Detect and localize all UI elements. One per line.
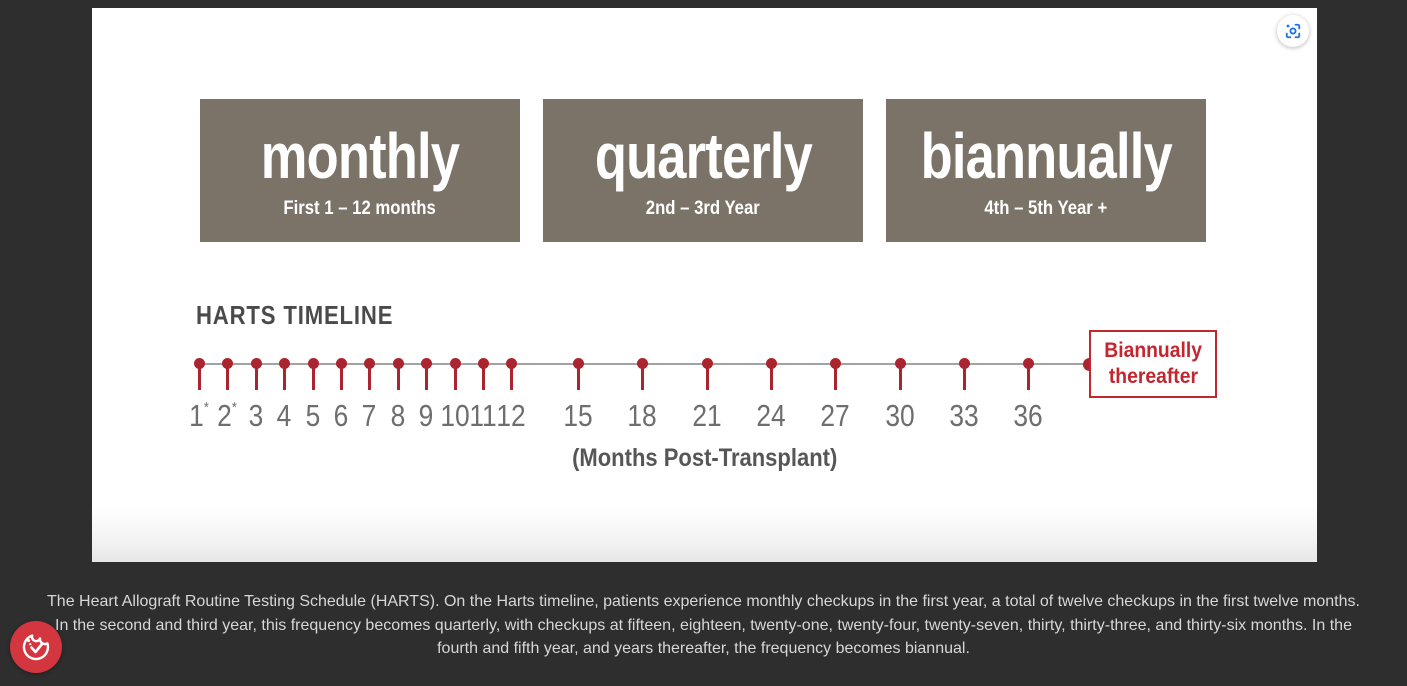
tick-stem — [705, 364, 709, 390]
lens-capture-icon — [1285, 23, 1301, 39]
tick-dot — [250, 358, 262, 369]
tick-label: 24 — [756, 398, 786, 433]
tick-label: 4 — [276, 398, 292, 433]
tick-stem — [198, 364, 201, 390]
period-box-monthly: monthly First 1 – 12 months — [200, 99, 520, 242]
tick-stem — [641, 364, 645, 390]
timeline-heading: HARTS TIMELINE — [196, 300, 394, 330]
tick-dot — [830, 358, 842, 369]
tick-stem — [453, 364, 457, 390]
tick-dot — [573, 358, 584, 369]
tick-stem — [396, 364, 400, 390]
tick-label: 11 — [469, 398, 497, 433]
schedule-period-boxes: monthly First 1 – 12 months quarterly 2n… — [200, 99, 1206, 242]
tick-dot — [958, 358, 970, 369]
tick-dot — [701, 358, 713, 369]
tick-label: 3 — [248, 398, 264, 433]
tick-stem — [425, 364, 429, 390]
period-box-quarterly: quarterly 2nd – 3rd Year — [543, 99, 863, 242]
tick-dot — [364, 358, 376, 369]
tick-label: 5 — [305, 398, 320, 433]
tick-dot — [506, 358, 518, 369]
tick-label: 18 — [627, 398, 657, 433]
tick-stem — [962, 364, 966, 390]
tick-label: 6 — [333, 398, 349, 433]
tick-dot — [336, 358, 347, 369]
tick-stem — [226, 364, 230, 390]
tick-dot — [392, 358, 404, 369]
tick-stem — [577, 364, 580, 390]
period-subtitle: 2nd – 3rd Year — [645, 197, 761, 219]
tick-label: 15 — [563, 398, 593, 433]
tick-dot — [449, 358, 461, 369]
period-title: biannually — [920, 119, 1172, 192]
tick-label: 7 — [362, 398, 377, 433]
cookie-check-icon — [22, 634, 50, 661]
tick-label: 27 — [820, 398, 850, 433]
tick-stem — [1027, 364, 1031, 390]
tick-label: 36 — [1013, 398, 1043, 433]
period-title: quarterly — [594, 119, 812, 192]
tick-label: 9 — [418, 398, 434, 433]
tick-stem — [482, 364, 485, 390]
figure-panel: monthly First 1 – 12 months quarterly 2n… — [92, 8, 1317, 562]
tick-dot — [1023, 358, 1035, 369]
tick-dot — [478, 358, 489, 369]
period-subtitle: First 1 – 12 months — [283, 197, 437, 219]
tick-dot — [279, 358, 291, 369]
tick-label: 8 — [390, 398, 406, 433]
callout-line: Biannually — [1104, 338, 1202, 362]
tick-stem — [340, 364, 343, 390]
tick-label: 1* — [189, 398, 209, 433]
tick-stem — [311, 364, 315, 390]
period-subtitle: 4th – 5th Year + — [984, 197, 1108, 219]
tick-dot — [637, 358, 649, 369]
tick-dot — [894, 358, 906, 369]
tick-label: 30 — [884, 398, 915, 433]
period-title: monthly — [260, 119, 460, 192]
tick-stem — [283, 364, 287, 390]
tick-label: 2* — [217, 398, 238, 433]
tick-stem — [510, 364, 514, 390]
tick-dot — [307, 358, 319, 369]
extension-logo[interactable] — [10, 621, 62, 673]
period-box-biannually: biannually 4th – 5th Year + — [886, 99, 1206, 242]
tick-label: 10 — [439, 398, 470, 433]
tick-label: 21 — [691, 398, 722, 433]
tick-label: 12 — [496, 398, 527, 433]
axis-label: (Months Post-Transplant) — [571, 444, 838, 472]
biannually-thereafter-callout: Biannually thereafter — [1089, 330, 1217, 398]
screenshot-capture-button[interactable] — [1277, 15, 1309, 47]
figure-caption: The Heart Allograft Routine Testing Sche… — [47, 593, 1360, 657]
tick-stem — [769, 364, 773, 390]
tick-stem — [834, 364, 838, 390]
tick-stem — [368, 364, 372, 390]
tick-dot — [421, 358, 433, 369]
callout-line: thereafter — [1108, 365, 1198, 388]
tick-dot — [222, 358, 234, 369]
tick-stem — [898, 364, 902, 390]
tick-dot — [765, 358, 777, 369]
tick-label: 33 — [949, 398, 979, 433]
tick-dot — [194, 358, 205, 369]
tick-stem — [254, 364, 258, 390]
